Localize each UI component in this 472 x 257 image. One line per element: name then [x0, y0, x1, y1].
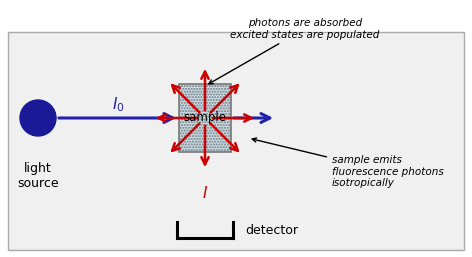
Text: sample emits
fluorescence photons
isotropically: sample emits fluorescence photons isotro… [252, 138, 444, 188]
Circle shape [20, 100, 56, 136]
Bar [179, 84, 231, 152]
Text: $I_0$: $I_0$ [112, 96, 124, 114]
Bar [8, 32, 464, 250]
Text: photons are absorbed
excited states are populated: photons are absorbed excited states are … [209, 18, 379, 84]
Text: sample: sample [184, 112, 227, 124]
Text: detector: detector [245, 224, 298, 236]
Text: $I$: $I$ [202, 185, 208, 201]
Text: light
source: light source [17, 162, 59, 190]
